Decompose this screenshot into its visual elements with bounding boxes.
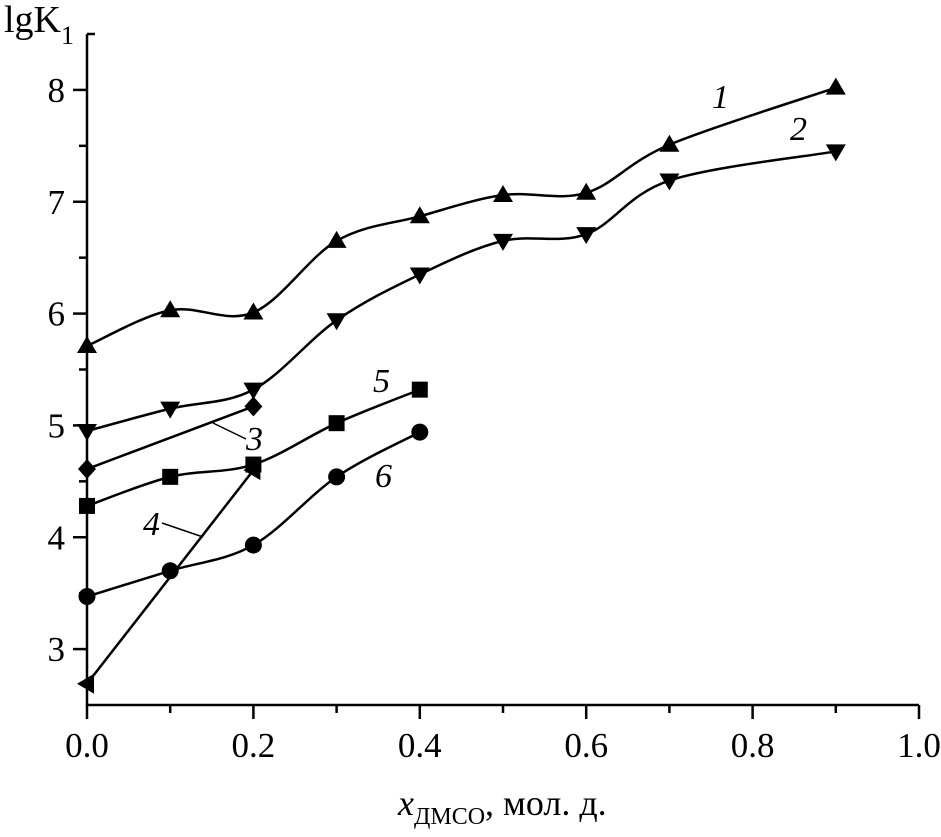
marker-triangle-up — [77, 336, 97, 354]
series-lines — [86, 86, 837, 685]
series-label-1: 1 — [712, 79, 729, 116]
marker-triangle-down — [659, 173, 680, 191]
series-label-4: 4 — [143, 506, 160, 543]
marker-triangle-down — [77, 424, 97, 442]
y-tick-label: 5 — [48, 406, 66, 445]
marker-triangle-up — [493, 185, 513, 203]
marker-circle — [78, 588, 96, 606]
marker-triangle-up — [825, 77, 846, 95]
marker-diamond — [78, 459, 96, 480]
marker-triangle-down — [493, 233, 513, 251]
marker-triangle-up — [576, 182, 597, 200]
leader-line-4 — [161, 522, 204, 538]
marker-diamond — [244, 396, 263, 417]
y-tick-label: 4 — [48, 518, 66, 557]
marker-square — [328, 415, 345, 432]
x-axis-title: xДМСО, мол. д. — [397, 783, 607, 830]
y-tick-label: 8 — [48, 71, 66, 110]
y-tick-label: 3 — [48, 630, 66, 669]
marker-triangle-down — [326, 313, 347, 331]
series-labels: 1 2 3 4 5 6 — [143, 79, 807, 543]
marker-triangle-up — [160, 300, 181, 318]
marker-triangle-down — [243, 382, 264, 400]
series-label-2: 2 — [790, 111, 807, 148]
marker-triangle-left — [77, 673, 94, 694]
x-tick-label: 0.0 — [65, 726, 109, 765]
series-3-line — [86, 405, 254, 471]
marker-circle — [328, 468, 346, 486]
marker-triangle-up — [243, 302, 264, 320]
y-tick-label: 7 — [48, 183, 66, 222]
marker-circle — [161, 562, 179, 580]
marker-triangle-down — [409, 267, 430, 285]
x-tick-label: 0.2 — [232, 726, 276, 765]
marker-triangle-down — [160, 401, 181, 419]
marker-triangle-up — [326, 230, 347, 248]
x-tick-label: 0.8 — [731, 726, 775, 765]
marker-circle — [244, 536, 262, 554]
x-tick-label: 0.6 — [564, 726, 608, 765]
leader-line-3 — [212, 422, 247, 440]
marker-circle — [411, 423, 429, 441]
axes: 0.0 0.2 0.4 0.6 0.8 1.0 3 4 5 6 7 8 — [48, 32, 941, 765]
x-tick-label: 1.0 — [897, 726, 941, 765]
x-axis-title-unit: , мол. д. — [485, 783, 607, 823]
marker-triangle-down — [825, 144, 846, 162]
series-label-6: 6 — [375, 458, 392, 495]
marker-square — [79, 497, 95, 514]
x-tick-label: 0.4 — [398, 726, 442, 765]
marker-triangle-down — [576, 227, 597, 245]
series-label-5: 5 — [373, 363, 390, 400]
marker-triangle-up — [409, 206, 430, 224]
y-axis-title-sub: 1 — [61, 21, 74, 50]
y-axis-title: lgK1 — [4, 0, 74, 50]
series-markers — [77, 77, 846, 694]
marker-triangle-up — [659, 134, 680, 152]
marker-square — [411, 381, 428, 398]
series-2-line — [86, 150, 837, 433]
marker-square — [245, 456, 262, 473]
marker-square — [162, 468, 179, 485]
x-axis-title-sub: ДМСО — [414, 804, 485, 830]
series-label-3: 3 — [245, 421, 263, 458]
y-tick-label: 6 — [48, 295, 66, 334]
series-1-line — [86, 86, 837, 348]
